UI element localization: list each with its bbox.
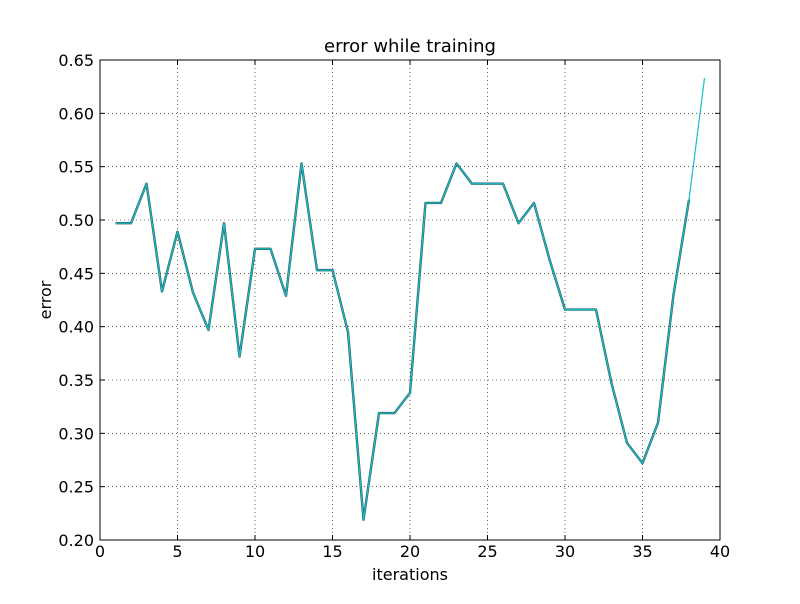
y-tick-label: 0.45 (58, 264, 94, 283)
tick-layer: 0 5 10 15 20 25 30 35 40 0.20 0.25 0.30 0.35 0.40 0.45… (58, 51, 730, 561)
x-tick-label: 35 (632, 542, 652, 561)
series-line-2 (115, 78, 706, 521)
x-tick-label: 0 (95, 542, 105, 561)
y-axis-label: error (36, 280, 55, 319)
x-tick-label: 10 (245, 542, 265, 561)
y-tick-label: 0.55 (58, 158, 94, 177)
x-axis-label: iterations (372, 565, 448, 584)
y-tick-label: 0.30 (58, 424, 94, 443)
x-tick-label: 5 (172, 542, 182, 561)
y-tick-label: 0.20 (58, 531, 94, 550)
series-layer (115, 78, 706, 521)
y-tick-label: 0.35 (58, 371, 94, 390)
y-tick-label: 0.65 (58, 51, 94, 70)
y-tick-label: 0.60 (58, 104, 94, 123)
y-tick-label: 0.50 (58, 211, 94, 230)
x-tick-label: 25 (477, 542, 497, 561)
x-tick-label: 15 (322, 542, 342, 561)
y-tick-label: 0.40 (58, 318, 94, 337)
x-tick-label: 30 (555, 542, 575, 561)
grid-layer (100, 60, 720, 540)
y-tick-label: 0.25 (58, 478, 94, 497)
x-tick-label: 40 (710, 542, 730, 561)
x-tick-label: 20 (400, 542, 420, 561)
chart-title: error while training (324, 36, 496, 57)
